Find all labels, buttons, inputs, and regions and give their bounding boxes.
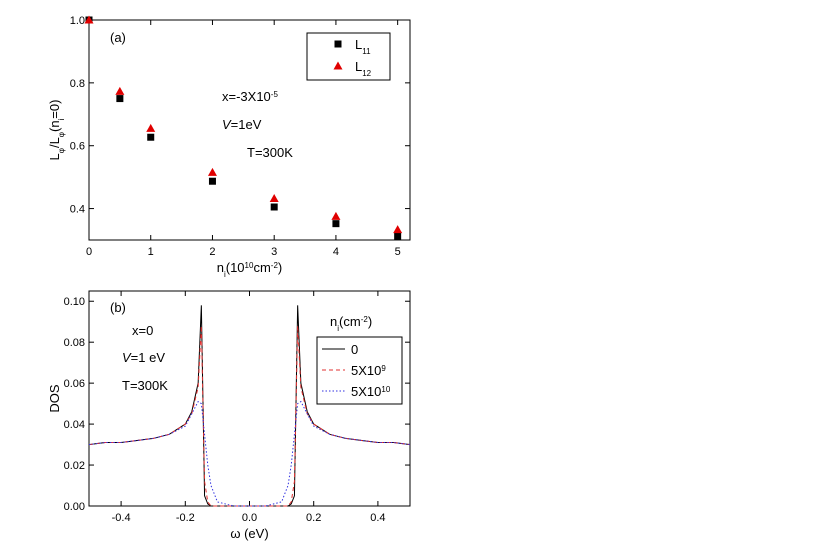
y-tick-label: 0.10 <box>64 296 85 308</box>
text-part: -2 <box>361 315 369 324</box>
text-part: 9 <box>381 364 386 373</box>
point <box>331 211 341 220</box>
text-part: (n <box>47 120 62 132</box>
x-tick-label: 0.2 <box>306 512 321 524</box>
text-part: L <box>355 59 362 74</box>
point <box>115 86 125 95</box>
x-tick-label: 5 <box>395 246 401 258</box>
legend-marker <box>334 40 342 48</box>
text-part: /L <box>47 137 62 148</box>
x-tick-label: 3 <box>271 246 277 258</box>
text-part: ) <box>278 260 282 275</box>
annotation: T=300K <box>122 378 168 393</box>
text-part: =1eV <box>231 117 262 132</box>
legend-label: 5X1010 <box>351 384 391 399</box>
y-tick-label: 0.04 <box>64 419 85 431</box>
text-part: ) <box>368 314 372 329</box>
x-tick-label: 0.0 <box>242 512 257 524</box>
text-part: 5X10 <box>351 363 381 378</box>
x-tick-label: 0.4 <box>370 512 385 524</box>
text-part: (cm <box>339 314 361 329</box>
y-tick-label: 0.4 <box>70 204 85 216</box>
plot-frame <box>88 19 411 241</box>
text-part: 5X10 <box>351 384 381 399</box>
text-part: φ <box>57 132 66 137</box>
point <box>116 95 124 103</box>
text-part: -2 <box>271 261 279 270</box>
x-tick-label: -0.4 <box>112 512 131 524</box>
legend-label: L12 <box>355 59 372 78</box>
y-tick-label: 0.06 <box>64 378 85 390</box>
annotation: x=-3X10-5 <box>222 89 278 104</box>
x-tick-label: -0.2 <box>176 512 195 524</box>
point <box>146 123 156 132</box>
y-tick-label: 0.08 <box>64 337 85 349</box>
text-part: 11 <box>362 47 371 56</box>
point <box>207 167 217 176</box>
point <box>393 225 403 234</box>
y-tick-label: 0.02 <box>64 460 85 472</box>
line <box>88 400 411 507</box>
text-part: cm <box>253 260 270 275</box>
x-tick-label: 2 <box>209 246 215 258</box>
text-part: DOS <box>47 384 62 413</box>
text-part: φ <box>57 148 66 153</box>
x-axis-label: ni(1010cm-2) <box>217 260 283 279</box>
text-part: T=300K <box>247 145 293 160</box>
text-part: i <box>57 118 66 120</box>
text-part: n <box>217 260 224 275</box>
annotation: V=1eV <box>222 117 262 132</box>
legend-label: 5X109 <box>351 363 386 378</box>
point <box>269 194 279 203</box>
text-part: x=-3X10 <box>222 89 271 104</box>
point <box>84 15 94 24</box>
text-part: 10 <box>381 385 390 394</box>
legend-label: L11 <box>355 37 371 56</box>
y-tick-label: 0.8 <box>70 78 85 90</box>
text-part: x=0 <box>132 323 153 338</box>
y-tick-label: 0.6 <box>70 141 85 153</box>
text-part: L <box>355 37 362 52</box>
y-axis-label: Lφ/Lφ(ni=0) <box>47 100 66 161</box>
annotation: x=0 <box>132 323 153 338</box>
x-axis-label: ω (eV) <box>230 526 268 541</box>
y-tick-label: 0.00 <box>64 501 85 513</box>
text-part: (10 <box>226 260 245 275</box>
point <box>332 220 340 228</box>
text-part: =1 eV <box>131 350 166 365</box>
text-part: i <box>224 270 226 279</box>
text-part: =0) <box>47 100 62 119</box>
text-part: 12 <box>362 69 371 78</box>
point <box>147 133 155 141</box>
text-part: V <box>222 117 232 132</box>
x-tick-label: 4 <box>333 246 339 258</box>
x-tick-label: 0 <box>86 246 92 258</box>
text-part: n <box>330 314 337 329</box>
panel-label: (b) <box>110 300 126 315</box>
legend-marker <box>333 61 343 70</box>
annotation: V=1 eV <box>122 350 165 365</box>
text-part: T=300K <box>122 378 168 393</box>
point <box>270 203 278 211</box>
legend-title: ni(cm-2) <box>330 314 372 333</box>
text-part: i <box>337 324 339 333</box>
y-tick-label: 1.0 <box>70 15 85 27</box>
legend-box <box>306 32 391 81</box>
text-part: L <box>47 153 62 160</box>
text-part: 10 <box>245 261 254 270</box>
text-part: -5 <box>271 90 279 99</box>
y-axis-label: DOS <box>47 384 62 413</box>
panel-label: (a) <box>110 30 126 45</box>
point <box>394 232 402 240</box>
annotation: T=300K <box>247 145 293 160</box>
x-tick-label: 1 <box>148 246 154 258</box>
text-part: V <box>122 350 132 365</box>
text-part: ω (eV) <box>230 526 268 541</box>
legend-label: 0 <box>351 342 358 357</box>
point <box>208 177 216 185</box>
text-part: 0 <box>351 342 358 357</box>
